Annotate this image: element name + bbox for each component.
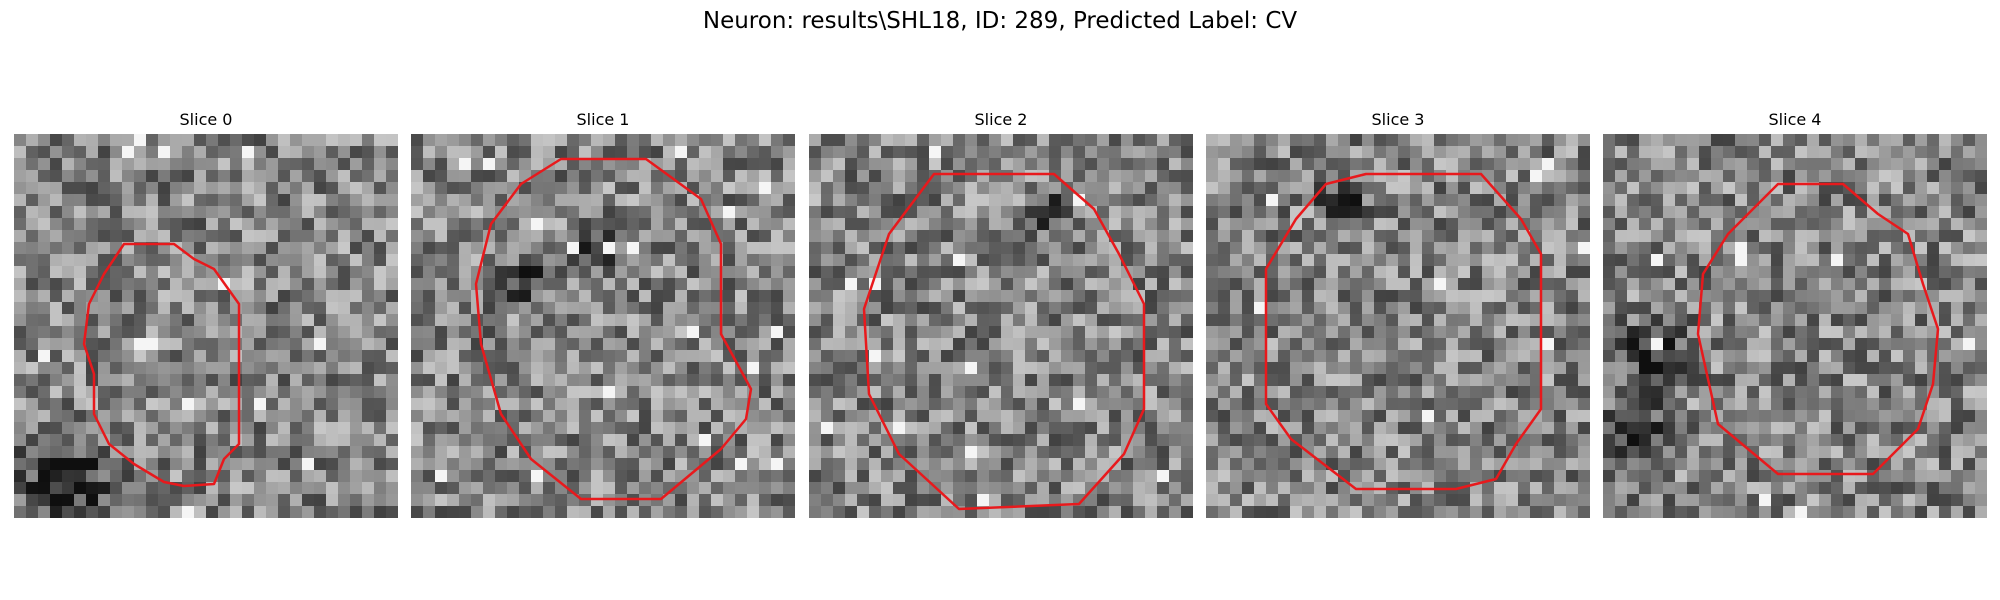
slice-1-pixels (411, 134, 795, 518)
slice-0-image (14, 134, 398, 518)
slice-1-contour (474, 157, 753, 501)
slice-2-image (809, 134, 1193, 518)
slice-2-title: Slice 2 (974, 110, 1028, 129)
slice-0-contour (82, 242, 241, 488)
figure-title: Neuron: results\SHL18, ID: 289, Predicte… (702, 8, 1298, 34)
slice-3-pixels (1206, 134, 1590, 518)
slice-0-title: Slice 0 (179, 110, 233, 129)
slice-4-image (1603, 134, 1987, 518)
slice-4-title: Slice 4 (1768, 110, 1822, 129)
slice-3-image (1206, 134, 1590, 518)
slice-4-contour (1696, 182, 1940, 476)
slice-3-title: Slice 3 (1371, 110, 1425, 129)
slice-1-title: Slice 1 (576, 110, 630, 129)
slice-2-pixels (809, 134, 1193, 518)
slice-1-image (411, 134, 795, 518)
slice-4-pixels (1603, 134, 1987, 518)
slice-3-contour (1264, 172, 1543, 491)
slice-2-contour (862, 172, 1146, 511)
slice-0-pixels (14, 134, 398, 518)
